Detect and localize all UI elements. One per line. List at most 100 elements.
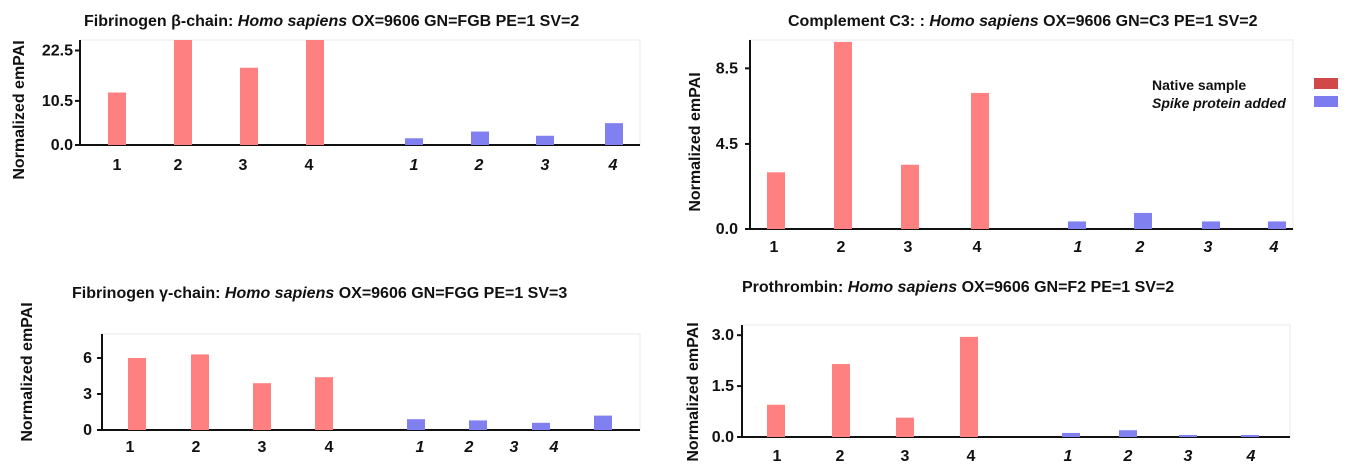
x-tick-label: 2: [837, 239, 846, 256]
bar-native-4: [971, 92, 989, 229]
x-tick-label: 4: [325, 439, 334, 456]
bar-native-1: [108, 92, 126, 145]
x-tick-label: 2: [1123, 448, 1133, 465]
chart-title-part: Complement C3: :: [788, 13, 929, 30]
bar-spike-8: [1268, 221, 1286, 229]
chart-title-part: OX=9606 GN=FGG PE=1 SV=3: [334, 285, 567, 302]
x-tick-label: 3: [510, 439, 519, 456]
x-tick-label: 2: [174, 157, 183, 174]
y-tick-label: 6: [83, 350, 92, 367]
bar-spike-7: [1179, 434, 1197, 437]
legend-swatch-1: [1314, 78, 1338, 89]
bar-native-1: [128, 358, 146, 430]
bar-spike-7: [1202, 221, 1220, 229]
y-tick-label: 1.5: [712, 378, 734, 395]
bar-spike-5: [407, 419, 425, 430]
chart-title-part: Homo sapiens: [238, 13, 347, 30]
bar-native-4: [306, 40, 324, 145]
x-tick-label: 2: [474, 157, 484, 174]
legend-label-1: Native sample: [1152, 77, 1246, 93]
x-tick-label: 1: [410, 157, 419, 174]
chart-title: Fibrinogen γ-chain: Homo sapiens OX=9606…: [72, 285, 567, 302]
chart-title-part: Fibrinogen β-chain:: [84, 13, 238, 30]
plot-frame: [79, 39, 641, 146]
bar-native-2: [191, 354, 209, 430]
bar-native-4: [315, 377, 333, 430]
chart-title-part: Fibrinogen γ-chain:: [72, 285, 225, 302]
chart-title: Fibrinogen β-chain: Homo sapiens OX=9606…: [84, 13, 579, 30]
x-tick-label: 1: [113, 157, 122, 174]
x-tick-label: 4: [305, 157, 314, 174]
bar-native-3: [901, 164, 919, 229]
bar-native-2: [832, 364, 850, 437]
legend-label-2: Spike protein added: [1152, 95, 1286, 111]
bar-spike-8: [1241, 434, 1259, 437]
chart-title-part: Homo sapiens: [225, 285, 334, 302]
y-tick-label: 3.0: [712, 327, 734, 344]
bar-spike-6: [469, 420, 487, 430]
bar-spike-6: [1134, 212, 1152, 229]
x-tick-label: 2: [836, 448, 845, 465]
chart-title: Complement C3: : Homo sapiens OX=9606 GN…: [788, 13, 1258, 30]
x-tick-label: 1: [416, 439, 425, 456]
x-tick-label: 3: [258, 439, 267, 456]
x-tick-label: 2: [1135, 239, 1145, 256]
x-tick-label: 4: [549, 439, 559, 456]
plot-frame: [741, 324, 1291, 438]
y-axis-label: Normalized emPAI: [687, 72, 704, 211]
x-tick-label: 3: [1184, 448, 1193, 465]
chart-title-part: Homo sapiens: [929, 13, 1038, 30]
legend-swatch-2: [1314, 96, 1338, 107]
bar-spike-7: [536, 135, 554, 145]
plot-frame: [749, 39, 1294, 230]
bar-spike-8: [594, 415, 612, 430]
bar-native-2: [834, 41, 852, 229]
chart-panel-3: Fibrinogen γ-chain: Homo sapiens OX=9606…: [19, 285, 641, 456]
y-tick-label: 0.0: [716, 221, 738, 238]
bar-native-2: [174, 40, 192, 145]
x-tick-label: 1: [1074, 239, 1083, 256]
bar-spike-5: [1068, 221, 1086, 229]
x-tick-label: 1: [770, 239, 779, 256]
x-tick-label: 2: [464, 439, 474, 456]
x-tick-label: 3: [541, 157, 550, 174]
y-tick-label: 0.0: [51, 137, 73, 154]
y-axis-label: Normalized emPAI: [19, 302, 36, 441]
x-tick-label: 4: [967, 448, 976, 465]
bar-native-3: [240, 67, 258, 145]
x-tick-label: 4: [1269, 239, 1279, 256]
x-tick-label: 4: [973, 239, 982, 256]
legend: Native sample Spike protein added: [1152, 77, 1338, 111]
chart-title-part: OX=9606 GN=FGB PE=1 SV=2: [347, 13, 579, 30]
x-tick-label: 3: [901, 448, 910, 465]
bar-spike-5: [405, 138, 423, 145]
x-tick-label: 1: [1064, 448, 1073, 465]
bar-spike-8: [605, 123, 623, 145]
y-tick-label: 4.5: [716, 136, 738, 153]
x-tick-label: 3: [1204, 239, 1213, 256]
bar-spike-5: [1062, 432, 1080, 437]
x-tick-label: 1: [126, 439, 135, 456]
y-axis-label: Normalized emPAI: [11, 40, 28, 179]
bar-native-3: [896, 417, 914, 437]
bar-spike-6: [471, 131, 489, 145]
x-tick-label: 4: [1246, 448, 1256, 465]
y-tick-label: 0: [83, 422, 92, 439]
plot-frame: [101, 333, 641, 431]
bar-native-1: [767, 172, 785, 229]
x-tick-label: 3: [904, 239, 913, 256]
bar-native-3: [253, 383, 271, 430]
y-tick-label: 22.5: [42, 43, 73, 60]
x-tick-label: 3: [239, 157, 248, 174]
y-tick-label: 8.5: [716, 60, 738, 77]
y-tick-label: 0.0: [712, 429, 734, 446]
x-tick-label: 4: [608, 157, 618, 174]
chart-title-part: Homo sapiens: [848, 279, 957, 296]
chart-panel-4: Prothrombin: Homo sapiens OX=9606 GN=F2 …: [685, 279, 1291, 465]
x-tick-label: 2: [192, 439, 201, 456]
y-tick-label: 10.5: [42, 93, 73, 110]
chart-title-part: Prothrombin:: [742, 279, 848, 296]
chart-title-part: OX=9606 GN=C3 PE=1 SV=2: [1039, 13, 1258, 30]
chart-panel-2: Complement C3: : Homo sapiens OX=9606 GN…: [687, 13, 1338, 256]
